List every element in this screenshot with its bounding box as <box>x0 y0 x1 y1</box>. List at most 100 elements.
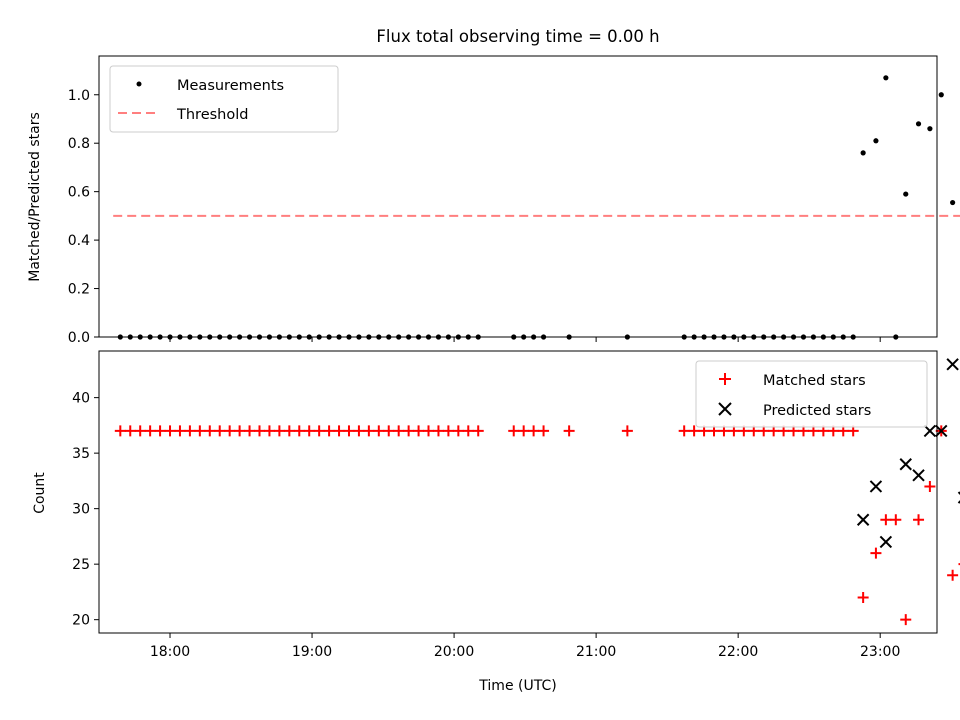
matched-star-point <box>273 425 285 437</box>
predicted-star-point <box>879 535 893 549</box>
measurement-point <box>860 150 866 156</box>
legend-threshold-label: Threshold <box>176 107 248 123</box>
matched-star-point <box>204 425 216 437</box>
matched-star-point <box>393 425 405 437</box>
top-panel: 0.0 0.2 0.4 0.6 0.8 1.0 Matched/Predicted sta… <box>27 55 960 346</box>
matched-star-point <box>688 425 700 437</box>
matched-star-point <box>880 514 892 526</box>
measurement-point <box>915 121 922 127</box>
legend-measurements-label: Measurements <box>177 78 284 94</box>
top-axes-frame <box>98 55 938 338</box>
measurement-point <box>927 126 933 132</box>
legend-matched-marker <box>719 373 731 385</box>
matched-star-point <box>184 425 196 437</box>
top-y-tick-label: 0.0 <box>68 330 90 346</box>
bottom-y-tick-label: 25 <box>72 557 90 573</box>
matched-star-point <box>144 425 156 437</box>
measurement-point <box>883 75 889 81</box>
measurement-point <box>873 138 879 144</box>
predicted-star-point <box>856 513 870 526</box>
top-y-axis-label: Matched/Predicted stars <box>27 112 43 282</box>
legend-matched-label: Matched stars <box>763 373 866 389</box>
predicted-star-point <box>923 424 937 438</box>
matched-star-point <box>621 425 633 437</box>
top-y-ticks: 0.0 0.2 0.4 0.6 0.8 1.0 <box>68 88 99 346</box>
matched-star-point <box>538 425 550 437</box>
x-axis-label: Time (UTC) <box>478 678 556 694</box>
matched-star-point <box>253 425 265 437</box>
x-tick-label: 23:00 <box>860 644 900 660</box>
measurement-point <box>903 191 909 197</box>
matched-star-point <box>194 425 206 437</box>
bottom-y-tick-label: 30 <box>72 502 90 518</box>
matched-star-point <box>174 425 186 437</box>
legend-measurement-marker <box>136 81 142 87</box>
top-y-tick-label: 0.6 <box>68 185 90 201</box>
matched-star-point <box>124 425 136 437</box>
top-y-tick-label: 0.8 <box>68 136 90 152</box>
matched-star-point <box>442 425 454 437</box>
matched-star-point <box>678 425 690 437</box>
predicted-star-point <box>935 424 948 438</box>
matched-star-point <box>303 425 315 437</box>
matched-star-point <box>900 614 912 626</box>
matched-star-point <box>263 425 275 437</box>
matched-star-point <box>403 425 415 437</box>
top-y-tick-label: 1.0 <box>68 88 90 104</box>
matched-star-point <box>913 514 925 526</box>
matched-star-point <box>924 480 936 492</box>
bottom-y-ticks: 20 25 30 35 40 <box>72 391 99 629</box>
top-y-tick-label: 0.2 <box>68 282 90 298</box>
bottom-y-tick-label: 35 <box>72 446 90 462</box>
bottom-panel: 20 25 30 35 40 Count Matched stars Predicted… <box>32 350 960 634</box>
legend-predicted-label: Predicted stars <box>763 403 871 419</box>
predicted-star-point <box>899 458 912 471</box>
matched-star-point <box>244 425 256 437</box>
top-legend: Measurements Threshold <box>109 65 339 133</box>
measurement-point <box>938 92 944 98</box>
matched-star-point <box>343 425 355 437</box>
matched-star-point <box>890 514 902 526</box>
matched-star-point <box>528 425 540 437</box>
matched-star-point <box>214 425 226 437</box>
x-ticks: 18:0019:0020:0021:0022:0023:0000:0001:00… <box>150 337 900 660</box>
matched-star-point <box>472 425 484 437</box>
predicted-star-point <box>946 358 959 371</box>
matched-star-point <box>508 425 520 437</box>
bottom-axes-frame <box>98 350 938 634</box>
matched-star-point <box>283 425 295 437</box>
matched-star-point <box>234 425 246 437</box>
matched-star-point <box>313 425 325 437</box>
x-tick-label: 18:00 <box>150 644 190 660</box>
matched-star-point <box>134 425 146 437</box>
chart-title: Flux total observing time = 0.00 h <box>376 27 659 46</box>
matched-star-point <box>363 425 375 437</box>
matched-star-point <box>432 425 444 437</box>
matched-star-point <box>423 425 435 437</box>
bottom-legend: Matched stars Predicted stars <box>695 360 928 428</box>
matched-star-point <box>947 569 959 581</box>
matched-star-point <box>353 425 365 437</box>
matched-star-point <box>224 425 236 437</box>
matched-star-point <box>154 425 166 437</box>
matched-star-point <box>114 425 126 437</box>
matched-star-point <box>518 425 530 437</box>
bottom-y-axis-label: Count <box>32 472 48 514</box>
matched-star-point <box>323 425 335 437</box>
matched-star-point <box>333 425 345 437</box>
matched-star-point <box>293 425 305 437</box>
measurement-point <box>950 199 956 206</box>
bottom-legend-box <box>695 360 928 428</box>
matched-star-point <box>870 547 882 559</box>
x-tick-label: 22:00 <box>718 644 758 660</box>
x-tick-label: 20:00 <box>434 644 474 660</box>
predicted-points <box>856 358 960 549</box>
top-legend-box <box>109 65 339 133</box>
matched-star-point <box>383 425 395 437</box>
predicted-star-point <box>912 469 925 482</box>
predicted-star-point <box>869 480 883 493</box>
legend-predicted-marker <box>718 402 732 416</box>
matched-star-point <box>563 425 575 437</box>
matched-star-point <box>373 425 385 437</box>
